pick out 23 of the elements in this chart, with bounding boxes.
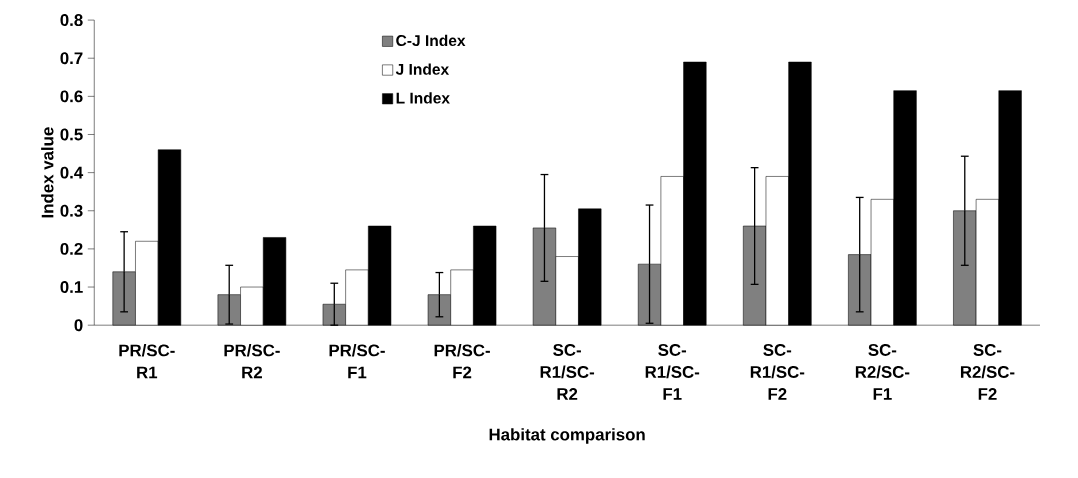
y-tick-label: 0.7 — [60, 52, 83, 65]
y-axis-title: Index value — [41, 127, 54, 218]
legend-label: C-J Index — [396, 34, 466, 47]
x-tick-label: PR/SC-R2 — [224, 343, 280, 379]
legend-label: L Index — [396, 92, 450, 104]
x-tick-label: SC-R1/SC-F2 — [750, 343, 805, 400]
y-tick-label: 0.2 — [60, 242, 83, 255]
x-tick-label: SC-R2/SC-F2 — [960, 343, 1015, 400]
y-tick-label: 0 — [74, 319, 83, 332]
x-tick-label: SC-R1/SC-R2 — [540, 343, 595, 400]
x-tick-label: PR/SC-R1 — [119, 343, 175, 379]
x-tick-label: PR/SC-F2 — [434, 343, 490, 379]
y-tick-label: 0.4 — [60, 166, 84, 179]
y-tick-label: 0.1 — [60, 281, 83, 293]
x-tick-label: PR/SC-F1 — [329, 343, 385, 379]
y-tick-label: 0.8 — [60, 14, 83, 27]
legend-label: J Index — [395, 63, 450, 75]
y-tick-label: 0.3 — [60, 204, 83, 217]
y-tick-label: 0.5 — [60, 128, 83, 141]
x-axis-title: Habitat comparison — [489, 428, 645, 444]
x-tick-label: SC-R1/SC-F1 — [645, 343, 700, 400]
x-tick-label: SC-R2/SC-F1 — [855, 343, 910, 400]
y-tick-label: 0.6 — [60, 90, 83, 103]
